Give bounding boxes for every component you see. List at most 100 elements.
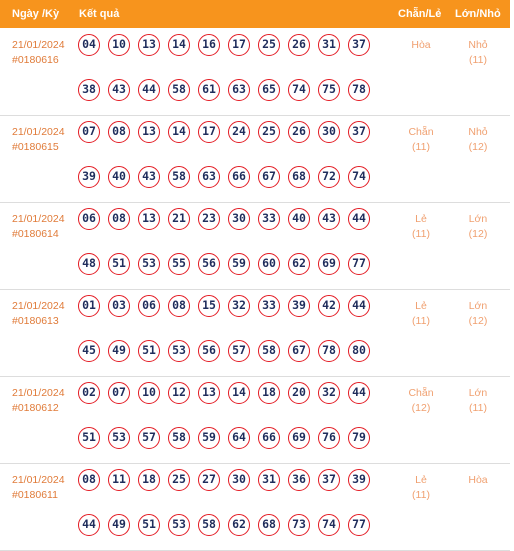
draw-id: #0180611 — [12, 488, 58, 501]
number-ball: 20 — [288, 382, 310, 404]
even-odd-count: (12) — [411, 401, 431, 414]
number-ball: 40 — [288, 208, 310, 230]
number-ball: 16 — [198, 34, 220, 56]
even-odd-label: Lẻ — [415, 213, 427, 225]
number-ball: 13 — [138, 208, 160, 230]
number-ball: 63 — [198, 166, 220, 188]
number-ball: 37 — [348, 121, 370, 143]
number-ball: 51 — [108, 253, 130, 275]
number-ball: 69 — [288, 427, 310, 449]
column-header-date: Ngày /Kỳ — [12, 8, 60, 20]
number-ball: 25 — [258, 121, 280, 143]
draw-date: 21/01/2024 — [12, 39, 65, 51]
number-ball: 66 — [228, 166, 250, 188]
number-ball: 53 — [108, 427, 130, 449]
number-ball: 04 — [78, 34, 100, 56]
number-ball: 66 — [258, 427, 280, 449]
draw-row: 21/01/2024 #0180613 01 03 06 08 15 32 33 39 42 44 45… — [0, 290, 510, 377]
number-ball: 08 — [108, 208, 130, 230]
number-ball: 12 — [168, 382, 190, 404]
big-small-cell: Lớn (12) — [448, 299, 508, 328]
draw-date: 21/01/2024 — [12, 213, 65, 225]
big-small-count: (12) — [468, 140, 488, 153]
number-ball: 08 — [78, 469, 100, 491]
even-odd-count: (11) — [412, 488, 430, 501]
number-ball: 63 — [228, 79, 250, 101]
number-ball: 64 — [228, 427, 250, 449]
number-ball: 15 — [198, 295, 220, 317]
number-ball: 62 — [288, 253, 310, 275]
number-ball: 06 — [138, 295, 160, 317]
draw-id: #0180615 — [12, 140, 59, 153]
number-ball: 77 — [348, 253, 370, 275]
number-ball: 58 — [168, 166, 190, 188]
number-ball: 75 — [318, 79, 340, 101]
number-ball: 14 — [228, 382, 250, 404]
column-header-big-small: Lớn/Nhỏ — [455, 8, 501, 20]
number-ball: 69 — [318, 253, 340, 275]
number-ball: 11 — [108, 469, 130, 491]
number-ball: 67 — [258, 166, 280, 188]
column-header-results: Kết quả — [79, 8, 120, 20]
number-ball: 77 — [348, 514, 370, 536]
number-ball: 27 — [198, 469, 220, 491]
number-ball: 39 — [288, 295, 310, 317]
number-ball: 67 — [288, 340, 310, 362]
big-small-cell: Hòa — [448, 473, 508, 488]
number-ball: 48 — [78, 253, 100, 275]
number-ball: 51 — [138, 514, 160, 536]
number-ball: 51 — [138, 340, 160, 362]
draw-id: #0180613 — [12, 314, 59, 327]
number-ball: 42 — [318, 295, 340, 317]
big-small-label: Nhỏ — [468, 39, 488, 51]
number-ball: 39 — [348, 469, 370, 491]
even-odd-cell: Lẻ (11) — [391, 212, 451, 241]
number-ball: 55 — [168, 253, 190, 275]
big-small-cell: Lớn (12) — [448, 212, 508, 241]
even-odd-label: Hòa — [411, 39, 431, 51]
even-odd-count: (11) — [412, 140, 430, 153]
number-ball: 72 — [318, 166, 340, 188]
number-ball: 13 — [138, 34, 160, 56]
number-ball: 37 — [348, 34, 370, 56]
number-ball: 25 — [168, 469, 190, 491]
number-ball: 13 — [138, 121, 160, 143]
number-ball: 18 — [138, 469, 160, 491]
number-ball: 59 — [228, 253, 250, 275]
number-ball: 25 — [258, 34, 280, 56]
number-ball: 08 — [168, 295, 190, 317]
number-ball: 36 — [288, 469, 310, 491]
number-ball: 08 — [108, 121, 130, 143]
number-ball: 10 — [108, 34, 130, 56]
number-ball: 79 — [348, 427, 370, 449]
number-ball: 74 — [288, 79, 310, 101]
number-ball: 21 — [168, 208, 190, 230]
draw-date-cell: 21/01/2024 #0180614 — [12, 212, 65, 241]
number-ball: 30 — [318, 121, 340, 143]
number-ball: 44 — [78, 514, 100, 536]
big-small-count: (12) — [468, 227, 488, 240]
draw-date: 21/01/2024 — [12, 126, 65, 138]
number-ball: 49 — [108, 340, 130, 362]
number-ball: 76 — [318, 427, 340, 449]
big-small-count: (12) — [468, 314, 488, 327]
number-ball: 44 — [138, 79, 160, 101]
number-ball: 39 — [78, 166, 100, 188]
number-ball: 53 — [138, 253, 160, 275]
number-ball: 44 — [348, 382, 370, 404]
number-ball: 32 — [318, 382, 340, 404]
number-ball: 40 — [108, 166, 130, 188]
big-small-label: Lớn — [468, 387, 488, 399]
number-ball: 43 — [108, 79, 130, 101]
number-ball: 02 — [78, 382, 100, 404]
number-ball: 13 — [198, 382, 220, 404]
number-ball: 45 — [78, 340, 100, 362]
even-odd-cell: Chẵn (11) — [391, 125, 451, 154]
results-table-header: Ngày /Kỳ Kết quả Chẵn/Lẻ Lớn/Nhỏ — [0, 0, 510, 28]
number-ball: 74 — [318, 514, 340, 536]
big-small-label: Lớn — [468, 213, 488, 225]
number-ball: 26 — [288, 121, 310, 143]
big-small-cell: Nhỏ (12) — [448, 125, 508, 154]
number-ball: 65 — [258, 79, 280, 101]
even-odd-count: (11) — [412, 314, 430, 327]
